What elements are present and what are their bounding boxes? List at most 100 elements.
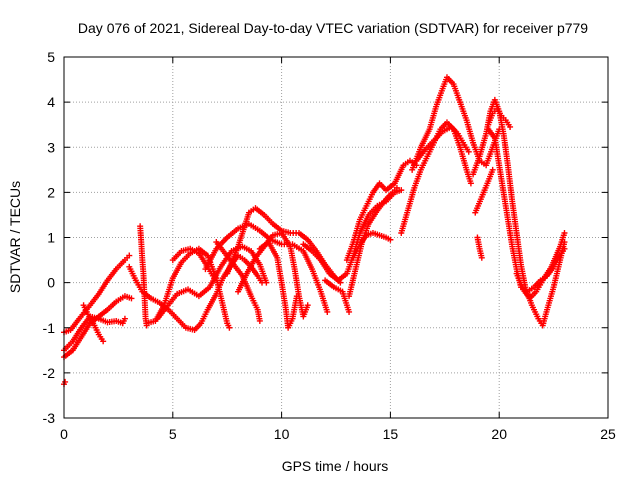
data-point-interp	[138, 286, 145, 293]
data-point-interp	[204, 285, 211, 292]
data-point-interp	[212, 292, 219, 299]
data-point-interp	[177, 261, 184, 268]
x-tick-label: 5	[169, 426, 177, 442]
x-axis-label: GPS time / hours	[282, 458, 389, 474]
data-point-interp	[247, 291, 254, 298]
data-point-interp	[325, 268, 332, 275]
data-point-interp	[90, 320, 97, 327]
data-point-interp	[212, 247, 219, 254]
data-point-interp	[291, 263, 298, 270]
y-tick-label: -3	[43, 410, 56, 426]
data-point-interp	[227, 250, 234, 257]
data-point-interp	[500, 128, 507, 135]
x-tick-label: 10	[274, 426, 290, 442]
chart-title: Day 076 of 2021, Sidereal Day-to-day VTE…	[78, 20, 588, 36]
series-s27	[485, 105, 514, 130]
data-point-interp	[189, 326, 196, 333]
data-point	[62, 378, 69, 385]
data-point-interp	[484, 180, 491, 187]
data-point-interp	[67, 348, 74, 355]
data-point-interp	[456, 96, 463, 103]
data-point-interp	[519, 284, 526, 291]
data-point-interp	[362, 205, 369, 212]
data-point-interp	[429, 139, 436, 146]
data-point-interp	[83, 308, 90, 315]
data-point-interp	[364, 223, 371, 230]
data-point-interp	[308, 264, 315, 271]
data-point-interp	[94, 329, 101, 336]
y-tick-label: 3	[47, 139, 55, 155]
data-point-interp	[253, 271, 260, 278]
data-point-interp	[460, 139, 467, 146]
data-point-interp	[126, 294, 133, 301]
data-point-interp	[342, 271, 349, 278]
data-point-interp	[488, 112, 495, 119]
data-point-interp	[500, 114, 507, 121]
x-tick-label: 20	[491, 426, 507, 442]
data-point-interp	[193, 249, 200, 256]
data-point-interp	[349, 241, 356, 248]
y-axis-label: SDTVAR / TECUs	[7, 181, 23, 293]
data-point-interp	[368, 191, 375, 198]
data-point-interp	[239, 255, 246, 262]
data-point-interp	[453, 129, 460, 136]
data-point-interp	[560, 232, 567, 239]
data-point-interp	[242, 272, 249, 279]
axis-ticks: 0 5 10 15 20 25 -3 -2 -1 0 1 2 3 4 5	[43, 49, 616, 442]
data-point-interp	[273, 252, 280, 259]
data-point-interp	[528, 285, 535, 292]
data-point-interp	[293, 229, 300, 236]
data-point-interp	[102, 308, 109, 315]
y-tick-label: 5	[47, 49, 55, 65]
data-point-interp	[488, 169, 495, 176]
data-point-interp	[259, 210, 266, 217]
data-point-interp	[391, 187, 398, 194]
data-point-interp	[538, 279, 545, 286]
data-point-interp	[293, 295, 300, 302]
data-point-interp	[508, 241, 515, 248]
data-point-interp	[352, 268, 359, 275]
data-point-interp	[124, 254, 131, 261]
y-tick-label: -2	[43, 365, 56, 381]
data-point-interp	[256, 315, 263, 322]
data-point-interp	[316, 255, 323, 262]
series-s23	[413, 123, 472, 164]
data-point-interp	[556, 245, 563, 252]
data-point-interp	[74, 317, 81, 324]
data-point-interp	[285, 229, 292, 236]
data-point-interp	[303, 304, 310, 311]
data-point-interp	[131, 275, 138, 282]
data-point-interp	[85, 322, 92, 329]
data-point-interp	[356, 218, 363, 225]
data-point-interp	[229, 259, 236, 266]
data-point-interp	[67, 340, 74, 347]
series-s18	[343, 157, 420, 264]
data-point-interp	[268, 219, 275, 226]
data-point-interp	[373, 209, 380, 216]
data-point-interp	[482, 132, 489, 139]
data-point-interp	[337, 287, 344, 294]
y-tick-label: 0	[47, 275, 55, 291]
data-point-interp	[404, 209, 411, 216]
data-point-interp	[216, 265, 223, 272]
data-point-interp	[438, 87, 445, 94]
data-point-interp	[219, 299, 226, 306]
data-point-interp	[223, 317, 230, 324]
data-point-interp	[437, 130, 444, 137]
series-s25	[472, 166, 496, 216]
data-point-interp	[220, 248, 227, 255]
data-point-interp	[416, 146, 423, 153]
data-point-interp	[420, 148, 427, 155]
data-point-interp	[456, 141, 463, 148]
data-point-interp	[111, 267, 118, 274]
data-point-interp	[355, 243, 362, 250]
data-point-interp	[547, 265, 554, 272]
data-point-interp	[505, 121, 512, 128]
data-point-interp	[323, 306, 330, 313]
data-point-interp	[432, 105, 439, 112]
data-point-interp	[555, 254, 562, 261]
x-tick-label: 25	[600, 426, 616, 442]
series-s17	[322, 277, 353, 315]
series-s11	[202, 220, 331, 315]
